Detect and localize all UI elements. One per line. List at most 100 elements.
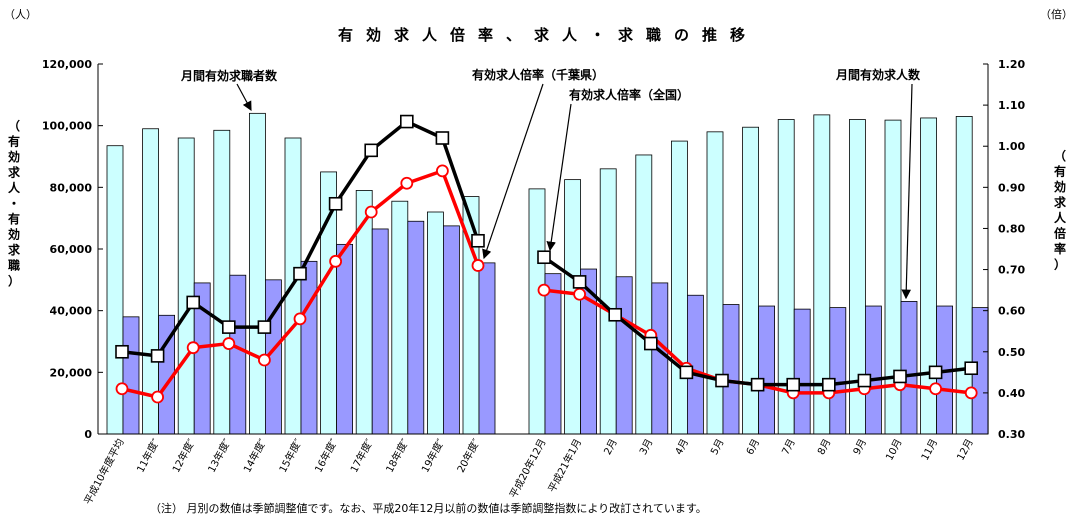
ratio-chiba-point bbox=[435, 131, 450, 145]
ratio-national-point bbox=[293, 312, 307, 326]
y-axis-right-label-char: （ bbox=[1054, 148, 1066, 163]
ratio-chiba-point bbox=[893, 369, 907, 384]
bar-jobseekers bbox=[426, 211, 444, 435]
y-tick-right-label: 0.30 bbox=[998, 428, 1025, 441]
x-tick-label: 20年度″ bbox=[454, 436, 483, 475]
y-tick-right-label: 0.70 bbox=[998, 264, 1025, 277]
ratio-chiba-point bbox=[150, 349, 165, 363]
y-axis-left-label-char: 求 bbox=[8, 242, 21, 257]
y-axis-left-label-char: ） bbox=[8, 273, 20, 288]
bar-jobseekers bbox=[671, 140, 688, 435]
y-tick-right-label: 0.60 bbox=[998, 305, 1025, 318]
ratio-chiba-point bbox=[222, 320, 236, 334]
annotation-ratio-chiba: 有効求人倍率（千葉県） bbox=[472, 67, 604, 82]
y-tick-left-label: 0 bbox=[84, 428, 92, 441]
bar-openings bbox=[865, 305, 882, 435]
y-axis-left-label-char: （ bbox=[8, 118, 20, 133]
y-tick-right-label: 1.10 bbox=[998, 99, 1025, 112]
x-tick-label: 5月 bbox=[708, 437, 726, 457]
y-tick-left-label: 20,000 bbox=[50, 366, 93, 379]
bar-openings bbox=[336, 243, 354, 435]
y-axis-right-label-char: 求 bbox=[1054, 195, 1067, 210]
bar-openings bbox=[442, 225, 460, 435]
bar-jobseekers bbox=[528, 188, 546, 435]
x-tick-label: 14年度″ bbox=[240, 436, 269, 475]
x-tick-label: 6月 bbox=[744, 437, 762, 457]
left-unit-label: （人） bbox=[4, 8, 37, 21]
bar-openings bbox=[407, 220, 425, 435]
y-tick-left-label: 80,000 bbox=[50, 181, 93, 194]
ratio-chiba-point bbox=[257, 320, 272, 334]
y-axis-right-label: （有効求人倍率） bbox=[1054, 148, 1067, 272]
ratio-chiba-point bbox=[537, 250, 551, 265]
annotation-openings-arrow bbox=[901, 83, 913, 300]
y-axis-right-label-char: 倍 bbox=[1054, 226, 1066, 241]
ratio-national-point bbox=[964, 386, 978, 400]
y-axis-right-label-char: 効 bbox=[1054, 179, 1066, 194]
ratio-chiba-point bbox=[679, 365, 694, 380]
y-tick-right-label: 0.50 bbox=[998, 346, 1025, 359]
y-axis-left-label-char: 効 bbox=[8, 227, 20, 242]
x-tick-label: 11月 bbox=[919, 437, 940, 463]
x-tick-label: 7月 bbox=[780, 437, 798, 457]
ratio-chiba-point bbox=[821, 377, 836, 392]
bar-jobseekers bbox=[635, 154, 653, 435]
x-tick-label: 15年度″ bbox=[276, 436, 305, 475]
y-tick-left-label: 100,000 bbox=[42, 120, 92, 133]
y-axis-right-label-char: 人 bbox=[1054, 210, 1067, 225]
y-axis-left-label-char: ・ bbox=[8, 197, 20, 211]
y-axis-left-label-char: 人 bbox=[8, 180, 21, 195]
bar-openings bbox=[615, 276, 633, 435]
ratio-chiba-point bbox=[964, 361, 979, 376]
ratio-national-point bbox=[115, 382, 129, 396]
x-tick-label: 12月 bbox=[955, 437, 976, 463]
bar-jobseekers bbox=[248, 112, 266, 435]
y-axis-left-label-char: 有 bbox=[8, 134, 20, 149]
annotation-ratio-national-arrow bbox=[546, 103, 572, 252]
ratio-national-point bbox=[471, 259, 485, 272]
ratio-national-point bbox=[257, 353, 271, 367]
bar-openings bbox=[478, 262, 496, 435]
annotation-ratio-national: 有効求人倍率（全国） bbox=[569, 87, 689, 102]
x-tick-label: 平成20年12月 bbox=[506, 436, 548, 500]
ratio-chiba-point bbox=[471, 233, 485, 248]
chart-title: 有効求人倍率、求人・求職の推移 bbox=[338, 26, 758, 44]
ratio-chiba-point bbox=[928, 365, 943, 380]
x-tick-label: 12年度″ bbox=[169, 436, 198, 475]
bar-jobseekers bbox=[706, 131, 724, 435]
y-axis-left-label-char: 求 bbox=[8, 165, 21, 180]
bar-openings bbox=[758, 305, 775, 435]
ratio-national-point bbox=[537, 283, 551, 297]
bar-openings bbox=[900, 301, 918, 435]
x-tick-label: 13年度″ bbox=[205, 436, 234, 475]
x-tick-label: 3月 bbox=[637, 437, 655, 457]
y-tick-right-label: 0.90 bbox=[998, 181, 1025, 194]
bar-jobseekers bbox=[955, 116, 973, 435]
bar-openings bbox=[371, 228, 389, 435]
bar-openings bbox=[829, 307, 847, 435]
bar-jobseekers bbox=[564, 179, 581, 435]
ratio-chiba-point bbox=[750, 377, 765, 392]
y-tick-left-label: 120,000 bbox=[42, 58, 92, 71]
ratio-chiba-point bbox=[186, 295, 200, 310]
ratio-national-point bbox=[329, 254, 343, 268]
bar-openings bbox=[651, 282, 669, 435]
bar-openings bbox=[229, 274, 247, 435]
annotation-ratio-chiba-arrow bbox=[482, 83, 544, 260]
x-tick-label: 2月 bbox=[602, 437, 620, 457]
bar-jobseekers bbox=[142, 128, 160, 435]
ratio-chiba-point bbox=[364, 143, 379, 158]
x-tick-label: 19年度″ bbox=[418, 436, 447, 475]
ratio-chiba-point bbox=[572, 275, 587, 289]
y-tick-left-label: 60,000 bbox=[50, 243, 93, 256]
ratio-chiba-point bbox=[293, 266, 307, 281]
ratio-national-point bbox=[573, 287, 586, 301]
ratio-chiba-point bbox=[715, 373, 729, 388]
x-tick-label: 4月 bbox=[673, 437, 691, 457]
bar-openings bbox=[300, 260, 318, 435]
x-tick-label: 9月 bbox=[851, 437, 869, 457]
ratio-chiba-point bbox=[399, 114, 414, 129]
y-axis-left-label-char: 職 bbox=[8, 258, 20, 273]
bar-openings bbox=[122, 316, 140, 435]
